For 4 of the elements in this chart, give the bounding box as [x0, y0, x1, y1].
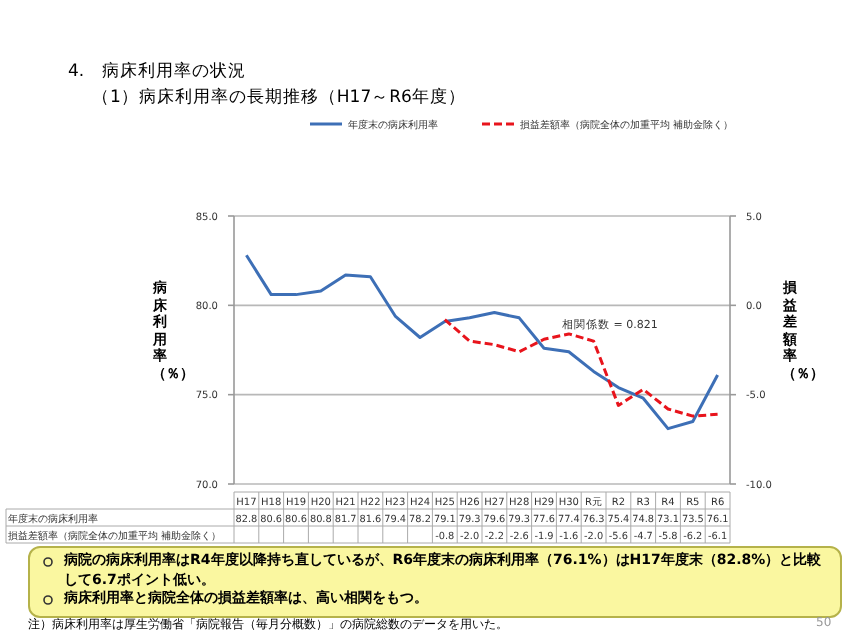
chart-subtitle: （1）病床利用率の長期推移（H17～R6年度）	[92, 86, 466, 110]
line-series	[443, 318, 720, 418]
chart-title: 4. 病床利用率の状況	[68, 60, 247, 84]
line-series	[244, 253, 720, 431]
